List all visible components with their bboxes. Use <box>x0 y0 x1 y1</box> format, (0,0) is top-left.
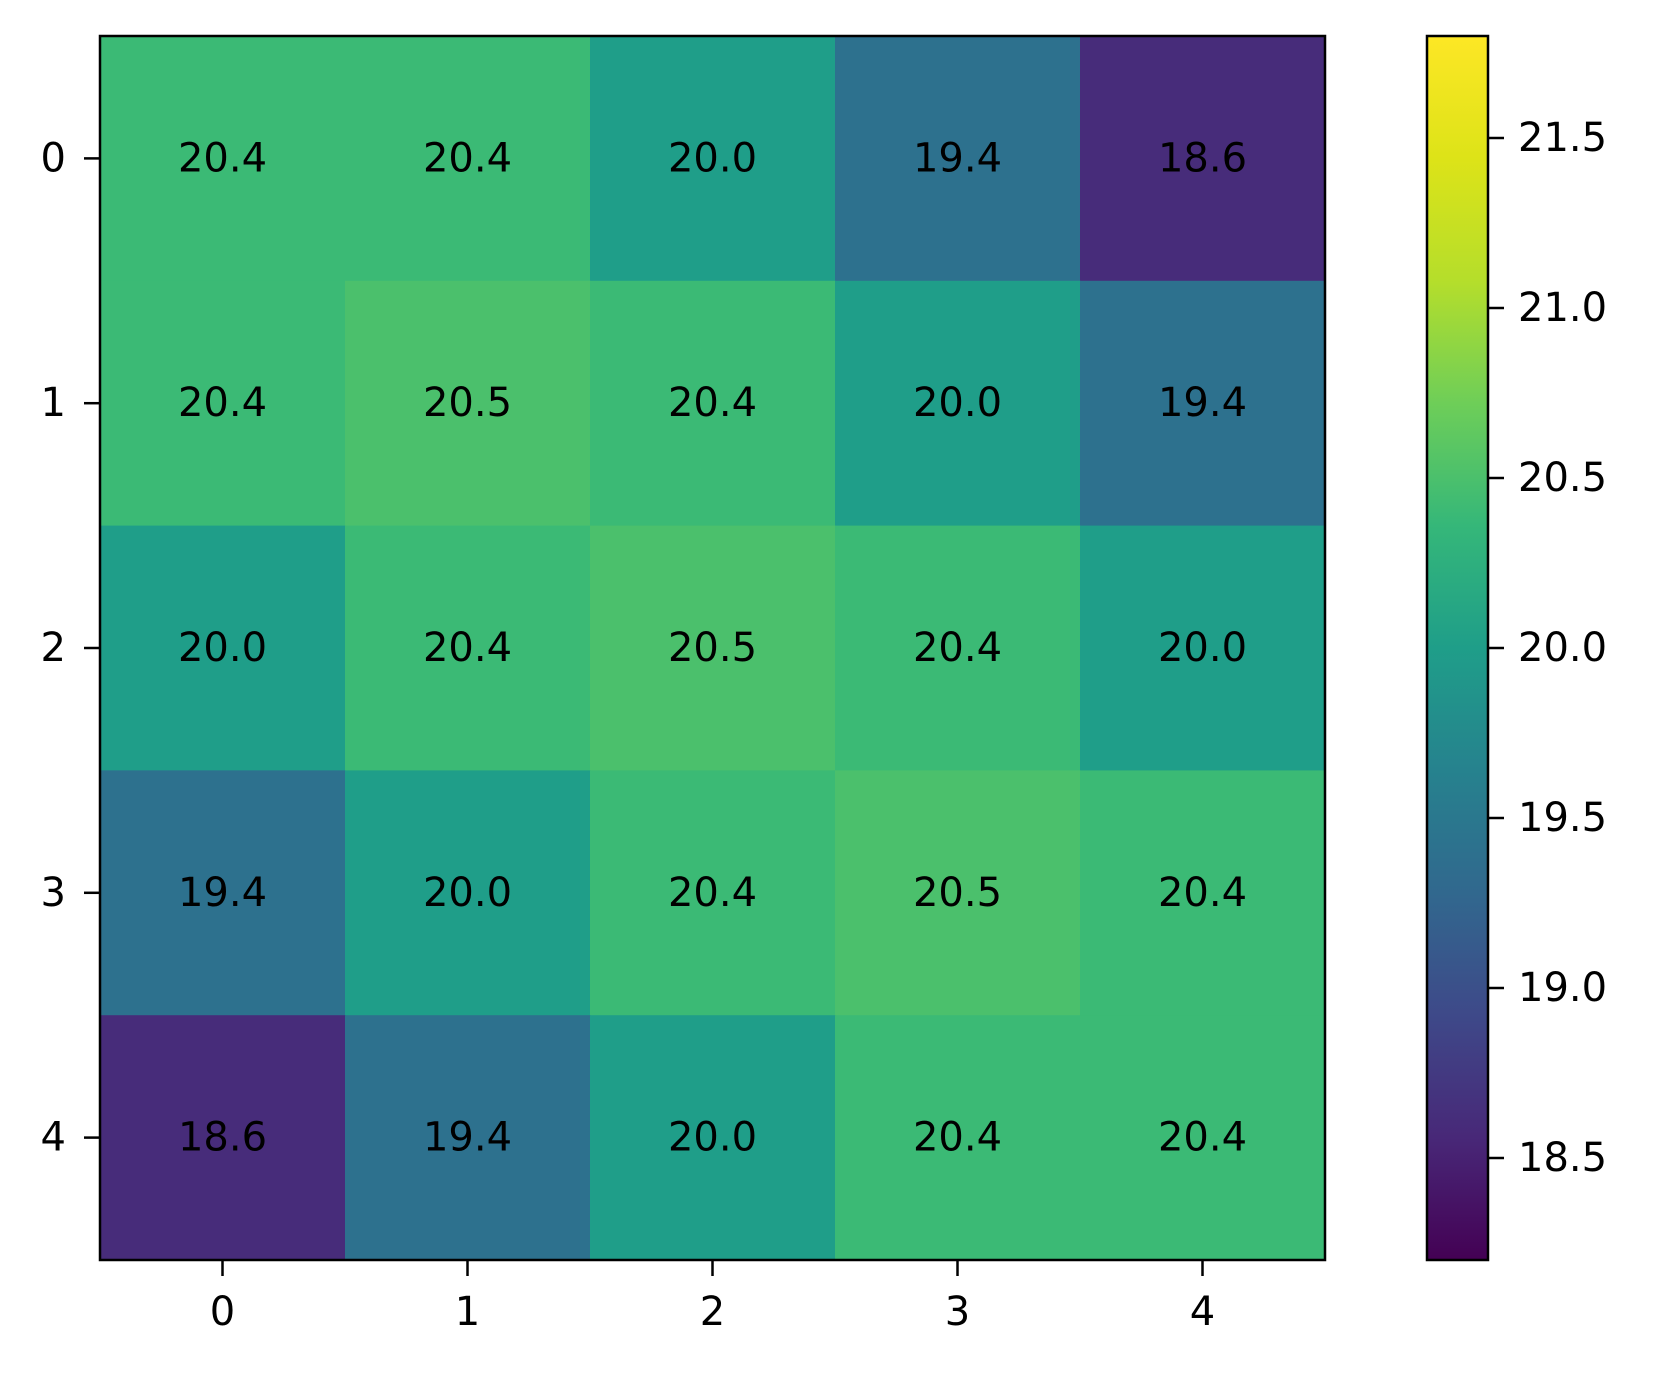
cell-value-label: 20.0 <box>1158 625 1247 671</box>
cell-value-label: 20.4 <box>423 135 512 181</box>
cell-value-label: 20.4 <box>913 625 1002 671</box>
cell-value-label: 20.5 <box>668 625 757 671</box>
heatmap-cell-r0-c2 <box>590 36 836 282</box>
x-tick-label: 3 <box>945 1289 970 1335</box>
x-tick-label: 0 <box>210 1289 235 1335</box>
cell-value-label: 20.4 <box>668 380 757 426</box>
heatmap-cell-r3-c0 <box>100 770 346 1016</box>
cell-value-label: 20.5 <box>913 870 1002 916</box>
y-tick-label: 0 <box>41 135 66 181</box>
cell-value-label: 19.4 <box>178 870 267 916</box>
heatmap-cell-r1-c0 <box>100 280 346 527</box>
cell-value-label: 19.4 <box>423 1115 512 1161</box>
colorbar-gradient <box>1425 34 1490 1262</box>
x-axis: 0 1 2 3 4 <box>210 1260 1215 1335</box>
heatmap-cell-r1-c4 <box>1080 280 1326 527</box>
cell-value-label: 20.4 <box>178 380 267 426</box>
x-tick-label: 1 <box>455 1289 480 1335</box>
cell-value-label: 20.4 <box>1158 1115 1247 1161</box>
cell-value-label: 18.6 <box>178 1115 267 1161</box>
y-axis: 0 1 2 3 4 <box>41 135 100 1161</box>
heatmap-cell-labels: 20.4 20.4 20.0 19.4 18.6 20.4 20.5 20.4 20.0 19.4… <box>178 135 1247 1160</box>
colorbar-tick-label: 20.5 <box>1518 455 1607 501</box>
cell-value-label: 18.6 <box>1158 135 1247 181</box>
cell-value-label: 20.0 <box>423 870 512 916</box>
heatmap-cell-r2-c3 <box>835 525 1081 771</box>
cell-value-label: 19.4 <box>913 135 1002 181</box>
y-tick-label: 3 <box>41 870 66 916</box>
x-tick-label: 2 <box>700 1289 725 1335</box>
cell-value-label: 20.4 <box>913 1115 1002 1161</box>
colorbar-tick-label: 19.5 <box>1518 795 1607 841</box>
cell-value-label: 20.4 <box>178 135 267 181</box>
x-tick-label: 4 <box>1190 1289 1215 1335</box>
colorbar-tick-label: 18.5 <box>1518 1135 1607 1181</box>
heatmap-cell-r1-c3 <box>835 280 1081 527</box>
cell-value-label: 19.4 <box>1158 380 1247 426</box>
heatmap-cell-r2-c4 <box>1080 525 1326 771</box>
y-tick-label: 4 <box>41 1115 66 1161</box>
cell-value-label: 20.4 <box>668 870 757 916</box>
heatmap-cell-r3-c1 <box>345 770 591 1016</box>
heatmap-cell-r4-c3 <box>835 1015 1081 1261</box>
heatmap-cell-r4-c4 <box>1080 1015 1326 1261</box>
heatmap-cell-r2-c2 <box>590 525 836 771</box>
colorbar-tick-label: 21.5 <box>1518 115 1607 161</box>
heatmap-cell-r4-c1 <box>345 1015 591 1261</box>
cell-value-label: 20.4 <box>423 625 512 671</box>
cell-value-label: 20.0 <box>668 135 757 181</box>
heatmap-cell-r2-c0 <box>100 525 346 771</box>
colorbar-tick-label: 19.0 <box>1518 965 1607 1011</box>
y-tick-label: 1 <box>41 380 66 426</box>
heatmap-cell-r4-c2 <box>590 1015 836 1261</box>
heatmap-cell-r0-c1 <box>345 36 591 282</box>
heatmap-cell-r3-c2 <box>590 770 836 1016</box>
heatmap-cell-r0-c0 <box>100 36 346 282</box>
heatmap-cell-r1-c1 <box>345 280 591 527</box>
heatmap-cells <box>100 36 1326 1261</box>
cell-value-label: 20.0 <box>668 1115 757 1161</box>
cell-value-label: 20.4 <box>1158 870 1247 916</box>
y-tick-label: 2 <box>41 625 66 671</box>
heatmap-cell-r4-c0 <box>100 1015 346 1261</box>
heatmap-cell-r2-c1 <box>345 525 591 771</box>
heatmap-cell-r1-c2 <box>590 280 836 527</box>
heatmap-cell-r3-c4 <box>1080 770 1326 1016</box>
cell-value-label: 20.5 <box>423 380 512 426</box>
heatmap-cell-r3-c3 <box>835 770 1081 1016</box>
cell-value-label: 20.0 <box>913 380 1002 426</box>
colorbar-tick-label: 21.0 <box>1518 285 1607 331</box>
colorbar-tick-label: 20.0 <box>1518 625 1607 671</box>
heatmap-cell-r0-c4 <box>1080 36 1326 282</box>
colorbar: 18.5 19.0 19.5 20.0 20.5 21.0 21.5 <box>1425 34 1607 1262</box>
cell-value-label: 20.0 <box>178 625 267 671</box>
heatmap-cell-r0-c3 <box>835 36 1081 282</box>
